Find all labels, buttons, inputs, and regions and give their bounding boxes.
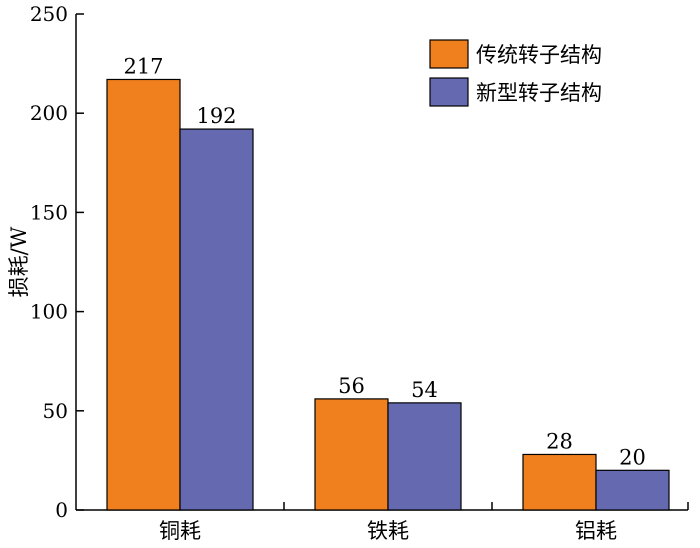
- data-label: 56: [338, 374, 365, 398]
- y-tick-label: 100: [30, 300, 68, 324]
- bar: [387, 402, 462, 511]
- y-tick-label: 150: [30, 200, 68, 224]
- data-label: 192: [196, 104, 236, 128]
- bar: [314, 398, 389, 511]
- data-label: 28: [546, 429, 573, 453]
- y-axis-title: 损耗/W: [7, 226, 31, 297]
- axes: 0 50 100 150 200 250 铜耗 铁耗 铝耗: [30, 2, 689, 543]
- data-label: 20: [619, 445, 646, 469]
- y-tick-label: 50: [43, 399, 68, 423]
- legend-label: 新型转子结构: [476, 81, 602, 105]
- data-label: 54: [411, 378, 438, 402]
- bar: [522, 453, 597, 511]
- x-tick-label: 铁耗: [367, 519, 409, 543]
- legend-label: 传统转子结构: [476, 43, 602, 67]
- bar: [595, 469, 670, 511]
- bar: [179, 128, 254, 511]
- legend-swatch: [429, 39, 469, 69]
- y-tick-label: 200: [30, 101, 68, 125]
- y-tick-label: 250: [30, 2, 68, 26]
- bar: [106, 78, 181, 511]
- y-tick-label: 0: [55, 498, 68, 522]
- x-tick-label: 铝耗: [575, 519, 617, 543]
- x-tick-label: 铜耗: [159, 519, 201, 543]
- data-label: 217: [123, 54, 163, 78]
- legend-swatch: [429, 77, 469, 107]
- bars: 217 192 56 54 28 20: [106, 54, 670, 511]
